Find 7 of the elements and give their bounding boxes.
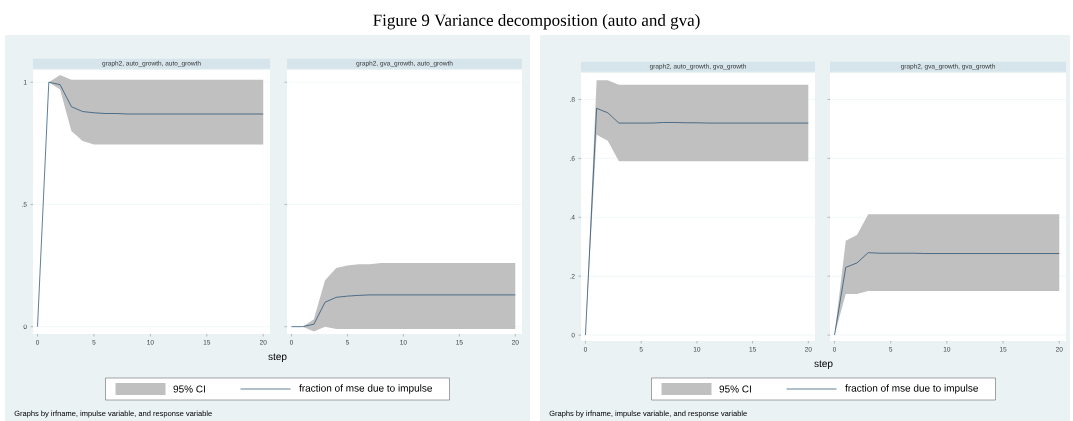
legend-label: fraction of mse due to impulse (845, 384, 978, 394)
x-axis-title: step (814, 360, 833, 370)
caption: Figure 9 Variance decomposition (auto and gva) (373, 14, 700, 30)
text: 95% CI (173, 385, 205, 393)
legend-label: fraction of mse due to impulse (299, 384, 432, 394)
text: 95% CI (719, 385, 751, 393)
x-axis-title: step (268, 353, 287, 363)
